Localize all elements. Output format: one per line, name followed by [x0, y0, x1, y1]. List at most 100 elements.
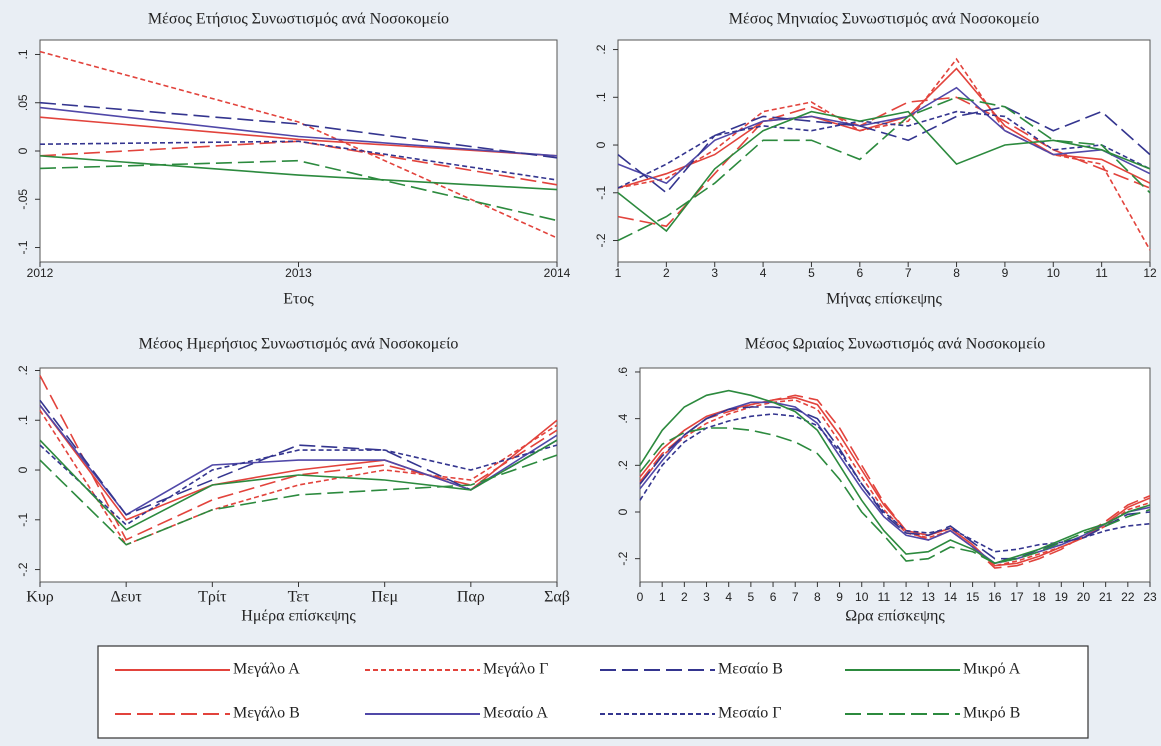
series-line	[39, 444, 558, 526]
y-tick-label: -.2	[594, 233, 608, 247]
x-tick-label: 2	[663, 266, 670, 280]
x-tick-label: 2014	[544, 266, 571, 280]
y-tick-label: .4	[616, 413, 630, 423]
x-tick-label: 8	[953, 266, 960, 280]
y-tick-label: .2	[16, 365, 30, 375]
x-tick-label: 9	[1002, 266, 1009, 280]
y-tick-label: 0	[616, 508, 630, 515]
legend-label: Μεσαίο Γ	[718, 705, 782, 722]
x-tick-label: 23	[1143, 590, 1157, 604]
x-tick-label: 16	[988, 590, 1002, 604]
y-tick-label: -.1	[594, 185, 608, 199]
x-tick-label: 9	[836, 590, 843, 604]
series-line	[617, 105, 1151, 194]
x-tick-label: 7	[905, 266, 912, 280]
series-line	[39, 454, 558, 546]
series-line	[639, 413, 1151, 553]
x-tick-label: 19	[1055, 590, 1069, 604]
series-line	[39, 140, 558, 181]
legend-label: Μεγάλο Β	[233, 705, 300, 722]
x-tick-label: 2	[681, 590, 688, 604]
chart-title: Μέσος Ημερήσιος Συνωστισμός ανά Νοσοκομε…	[139, 336, 459, 353]
x-tick-label: 11	[878, 590, 891, 604]
x-tick-label: 12	[899, 590, 913, 604]
y-tick-label: .2	[616, 460, 630, 470]
x-tick-label: Πεμ	[371, 589, 398, 606]
y-tick-label: -.1	[16, 512, 30, 526]
legend-label: Μεσαίο Β	[718, 661, 783, 678]
legend-label: Μεγάλο Α	[233, 661, 300, 678]
x-tick-label: 10	[855, 590, 869, 604]
series-line	[617, 96, 1151, 242]
x-tick-label: 18	[1032, 590, 1046, 604]
x-tick-label: 4	[760, 266, 767, 280]
y-tick-label: .1	[16, 49, 30, 59]
x-tick-label: Τρίτ	[198, 589, 227, 606]
series-line	[617, 57, 1151, 251]
x-tick-label: 0	[637, 590, 644, 604]
x-tick-label: 3	[711, 266, 718, 280]
x-tick-label: 2012	[27, 266, 54, 280]
series-line	[617, 86, 1151, 185]
y-tick-label: 0	[16, 466, 30, 473]
x-tick-label: 8	[814, 590, 821, 604]
legend-label: Μικρό Α	[963, 661, 1021, 678]
series-line	[39, 116, 558, 157]
chart-title: Μέσος Ετήσιος Συνωστισμός ανά Νοσοκομείο	[148, 11, 449, 28]
x-tick-label: 20	[1077, 590, 1091, 604]
x-tick-label: Κυρ	[26, 589, 53, 606]
y-tick-label: -.1	[16, 240, 30, 254]
chart-title: Μέσος Μηνιαίος Συνωστισμός ανά Νοσοκομεί…	[729, 11, 1039, 28]
legend-label: Μεσαίο Α	[483, 705, 548, 722]
x-axis-title: Ημέρα επίσκεψης	[241, 608, 356, 625]
x-tick-label: 17	[1010, 590, 1024, 604]
x-tick-label: Παρ	[457, 589, 485, 606]
y-tick-label: .05	[16, 94, 30, 111]
x-tick-label: 3	[703, 590, 710, 604]
x-tick-label: 4	[725, 590, 732, 604]
x-tick-label: 10	[1047, 266, 1061, 280]
x-axis-title: Ετος	[283, 291, 314, 308]
x-tick-label: 22	[1121, 590, 1135, 604]
series-line	[39, 140, 558, 186]
x-tick-label: 1	[659, 590, 666, 604]
y-tick-label: .1	[594, 92, 608, 102]
legend-label: Μικρό Β	[963, 705, 1020, 722]
x-tick-label: 7	[792, 590, 799, 604]
series-line	[39, 375, 558, 541]
x-axis-title: Μήνας επίσκεψης	[826, 291, 942, 308]
y-tick-label: 0	[16, 147, 30, 154]
series-line	[639, 394, 1151, 569]
series-line	[639, 389, 1151, 565]
y-tick-label: -.05	[16, 189, 30, 210]
x-tick-label: 21	[1099, 590, 1113, 604]
x-tick-label: 6	[770, 590, 777, 604]
y-tick-label: -.2	[616, 551, 630, 565]
y-tick-label: .6	[616, 367, 630, 377]
series-line	[639, 427, 1151, 565]
plot-area	[639, 367, 1151, 583]
x-tick-label: 15	[966, 590, 980, 604]
x-tick-label: 6	[856, 266, 863, 280]
plot-area	[617, 39, 1151, 263]
series-line	[617, 96, 1151, 228]
x-tick-label: 13	[922, 590, 936, 604]
y-tick-label: -.2	[16, 562, 30, 576]
x-tick-label: 14	[944, 590, 958, 604]
y-tick-label: 0	[594, 141, 608, 148]
x-tick-label: 1	[615, 266, 622, 280]
x-tick-label: Τετ	[288, 589, 310, 606]
series-line	[39, 439, 558, 531]
x-tick-label: 5	[748, 590, 755, 604]
x-tick-label: 11	[1095, 266, 1108, 280]
series-line	[39, 101, 558, 159]
y-tick-label: .1	[16, 415, 30, 425]
x-tick-label: 12	[1143, 266, 1157, 280]
series-line	[39, 409, 558, 546]
x-tick-label: Δευτ	[110, 589, 142, 606]
series-line	[39, 106, 558, 157]
x-tick-label: Σαβ	[544, 589, 570, 606]
x-tick-label: 5	[808, 266, 815, 280]
